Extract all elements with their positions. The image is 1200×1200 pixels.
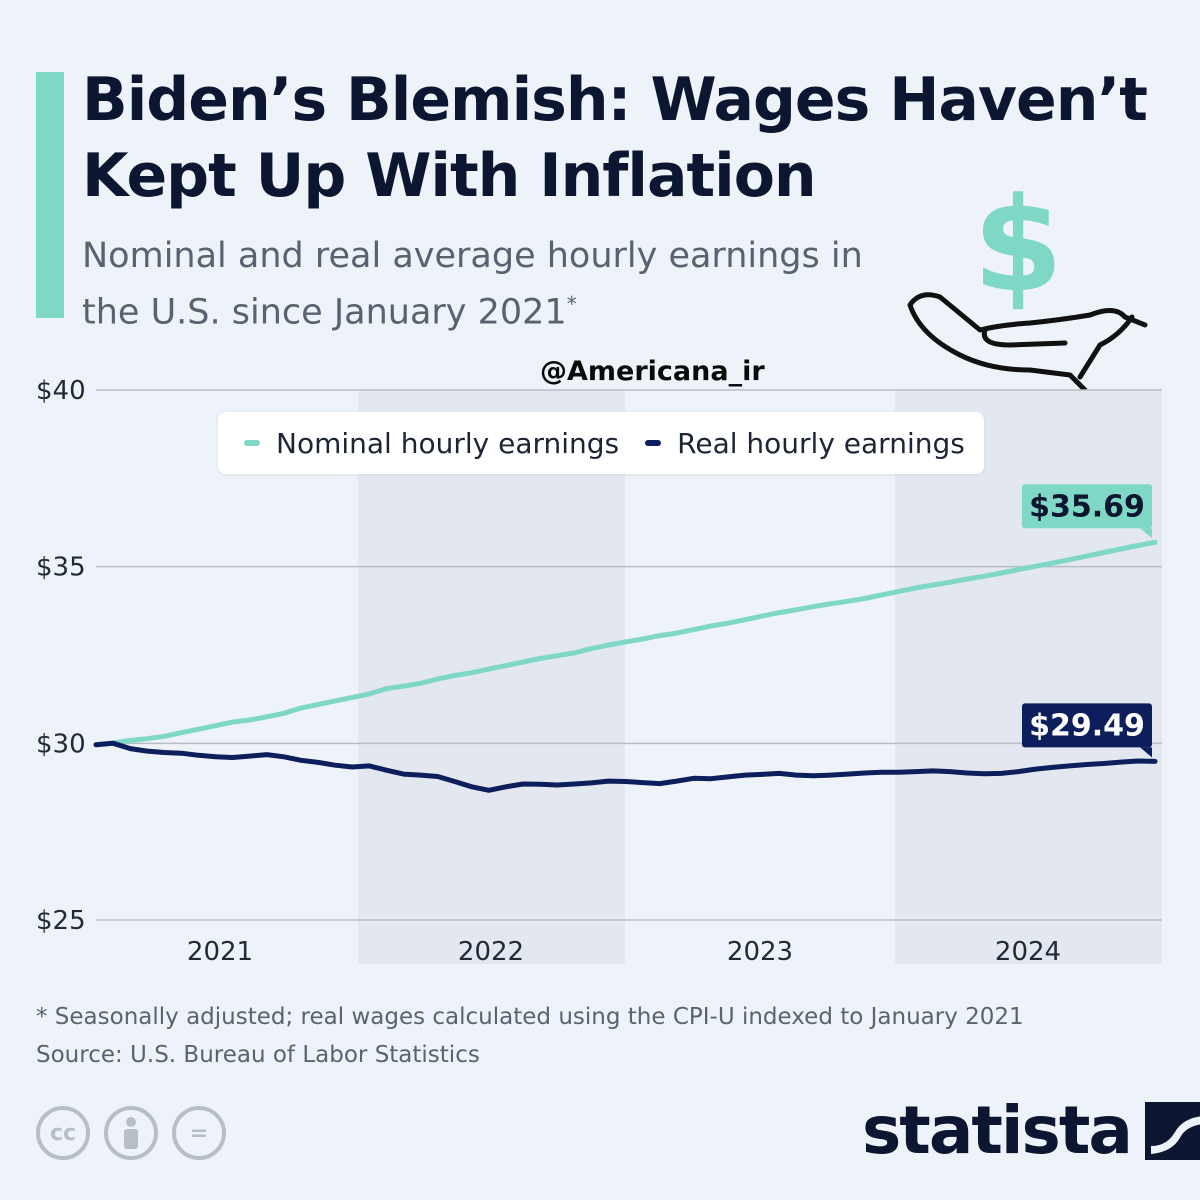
x-tick-label: 2022 bbox=[458, 937, 524, 967]
brand-name: statista bbox=[862, 1092, 1133, 1169]
y-tick-label: $35 bbox=[36, 553, 86, 583]
year-band-2021 bbox=[96, 390, 358, 964]
y-tick-label: $30 bbox=[36, 729, 86, 759]
statista-logo-icon bbox=[1144, 1101, 1200, 1160]
footnote-source: Source: U.S. Bureau of Labor Statistics bbox=[36, 1042, 480, 1068]
chart-legend: Nominal hourly earnings Real hourly earn… bbox=[218, 412, 984, 474]
subtitle-text: Nominal and real average hourly earnings… bbox=[82, 236, 863, 333]
subtitle-footnote-mark: * bbox=[566, 292, 577, 316]
legend-swatch-real bbox=[645, 440, 662, 446]
x-tick-label: 2021 bbox=[187, 937, 253, 967]
end-label-pointer-1 bbox=[1140, 747, 1152, 758]
chart-subtitle: Nominal and real average hourly earnings… bbox=[82, 232, 882, 337]
legend-label-real: Real hourly earnings bbox=[677, 426, 965, 460]
attribution-icon[interactable] bbox=[104, 1106, 158, 1160]
legend-label-nominal: Nominal hourly earnings bbox=[276, 426, 620, 460]
legend-item-nominal: Nominal hourly earnings bbox=[218, 427, 619, 460]
y-tick-label: $40 bbox=[36, 376, 86, 406]
year-band-2023 bbox=[625, 390, 895, 964]
series-line-1 bbox=[93, 740, 1158, 793]
title-accent-bar bbox=[36, 72, 64, 318]
end-value-label-0: $35.69 bbox=[1029, 489, 1145, 524]
x-tick-label: 2024 bbox=[995, 937, 1061, 967]
series-line-0 bbox=[93, 539, 1158, 748]
year-band-2024 bbox=[895, 390, 1162, 964]
no-derivatives-icon[interactable]: = bbox=[172, 1106, 226, 1160]
footnote-note: * Seasonally adjusted; real wages calcul… bbox=[36, 1004, 1024, 1030]
end-value-label-1: $29.49 bbox=[1029, 708, 1145, 743]
license-icons: cc = bbox=[36, 1106, 226, 1160]
x-tick-label: 2023 bbox=[727, 937, 793, 967]
end-label-box-0 bbox=[1022, 484, 1152, 529]
year-band-2022 bbox=[358, 390, 625, 964]
watermark: @Americana_ir bbox=[540, 356, 765, 387]
dollar-in-hand-icon: $ bbox=[907, 169, 1148, 393]
cc-icon[interactable]: cc bbox=[36, 1106, 90, 1160]
footnote: * Seasonally adjusted; real wages calcul… bbox=[36, 998, 1024, 1074]
end-label-box-1 bbox=[1022, 703, 1152, 748]
line-chart: $40 $35 $30 $25 2021 2022 2023 2024 $35.69 $29.… bbox=[36, 376, 1162, 967]
y-tick-label: $25 bbox=[36, 906, 86, 936]
legend-item-real: Real hourly earnings bbox=[619, 427, 965, 460]
end-label-pointer-0 bbox=[1140, 528, 1152, 539]
statista-brand[interactable]: statista bbox=[862, 1092, 1200, 1169]
chart-title: Biden’s Blemish: Wages Haven’t Kept Up W… bbox=[82, 65, 1148, 211]
svg-text:$: $ bbox=[973, 169, 1063, 321]
legend-swatch-nominal bbox=[244, 440, 260, 446]
